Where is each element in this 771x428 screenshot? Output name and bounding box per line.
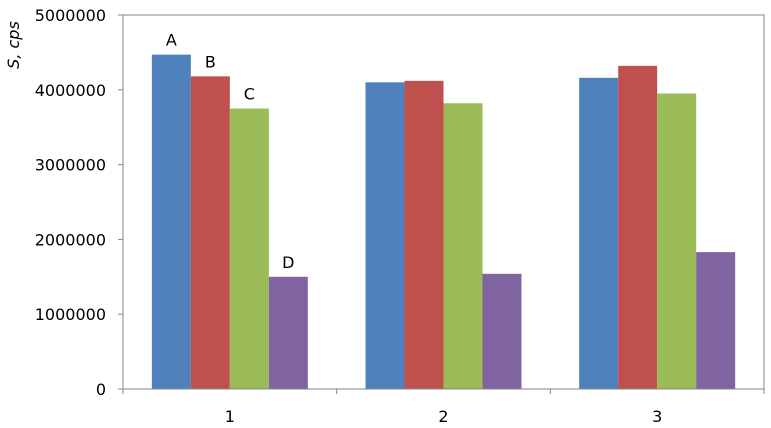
annotation-a: A <box>166 31 177 50</box>
x-tick-labels: 1 2 3 <box>225 407 663 426</box>
y-tick-label: 0 <box>96 380 106 399</box>
y-tick-label: 3000000 <box>35 156 106 175</box>
y-tick-label: 1000000 <box>35 305 106 324</box>
annotations-group: A B C D <box>166 31 295 272</box>
bar-b-2 <box>404 80 444 389</box>
plot-border <box>122 14 765 390</box>
y-tick-labels: 0 1000000 2000000 3000000 4000000 5000000 <box>35 6 106 399</box>
bar-d-2 <box>482 273 522 389</box>
bar-c-2 <box>443 103 483 389</box>
annotation-b: B <box>205 52 216 71</box>
y-axis-title: S, cps <box>4 21 23 69</box>
bar-b-3 <box>618 65 658 389</box>
bar-a-3 <box>579 77 619 389</box>
y-tick-label: 5000000 <box>35 6 106 25</box>
bar-c-3 <box>657 93 697 389</box>
bar-d-1 <box>268 276 308 389</box>
bar-b-1 <box>190 76 230 389</box>
y-tick-label: 4000000 <box>35 81 106 100</box>
y-tick-label: 2000000 <box>35 230 106 249</box>
bar-a-2 <box>365 82 405 389</box>
bars-group <box>151 54 736 389</box>
x-tick-label: 3 <box>652 407 662 426</box>
bar-d-3 <box>696 252 736 389</box>
axes-group <box>118 14 765 394</box>
x-tick-label: 2 <box>438 407 448 426</box>
bar-a-1 <box>151 54 191 389</box>
x-tick-label: 1 <box>225 407 235 426</box>
bar-c-1 <box>229 108 269 389</box>
annotation-d: D <box>282 253 294 272</box>
annotation-c: C <box>244 85 255 104</box>
